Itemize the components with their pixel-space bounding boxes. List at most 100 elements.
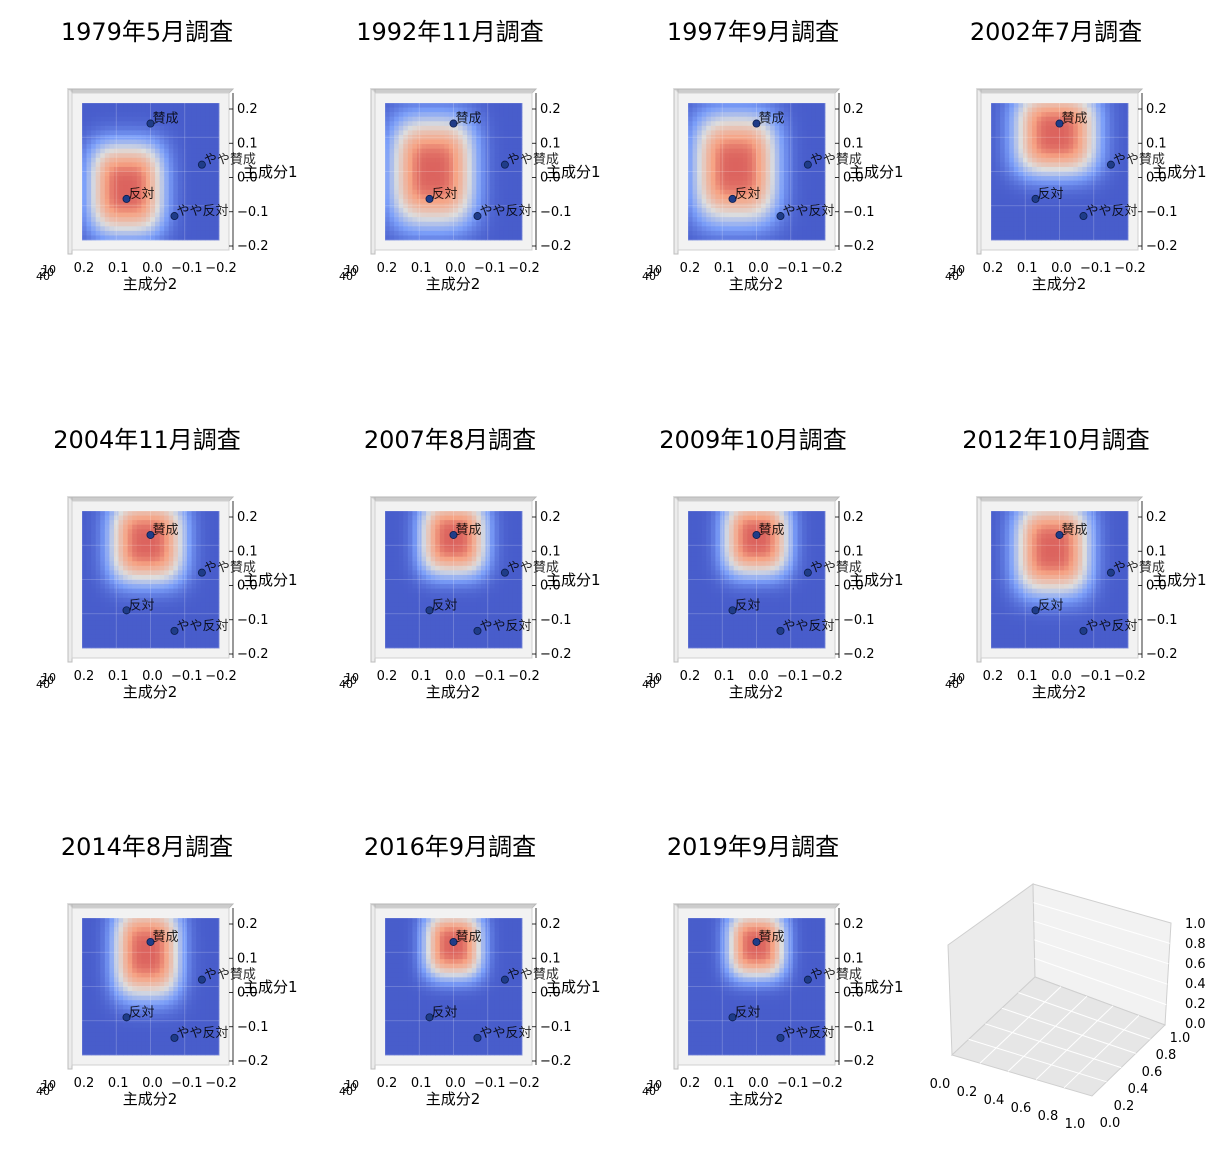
surface-cell [774,139,780,145]
surface-cell [1018,139,1024,145]
surface-cell [173,542,179,548]
surface-cell [136,107,142,113]
surface-cell [214,561,220,567]
surface-cell [1096,162,1101,168]
surface-cell [444,112,450,118]
surface-cell [499,185,505,191]
surface-cell [1068,212,1074,218]
surface-cell [187,121,192,127]
surface-cell [1091,230,1097,236]
surface-cell [1018,185,1024,191]
surface-cell [132,625,138,631]
surface-cell [164,148,170,154]
surface-cell [113,552,119,558]
surface-cell [1009,162,1015,168]
surface-cell [738,166,744,172]
surface-cell [389,230,395,236]
surface-cell [159,134,165,140]
surface-cell [389,198,395,204]
surface-cell [196,116,202,122]
surface-cell [770,134,776,140]
surface-cell [145,107,151,113]
surface-cell [462,121,468,127]
surface-cell [127,212,133,218]
surface-cell [774,125,780,131]
surface-cell [788,180,794,186]
surface-cell [145,185,151,191]
surface-cell [398,606,404,612]
surface-cell [86,574,92,580]
surface-cell [1123,221,1129,227]
surface-cell [453,116,459,122]
surface-cell [127,189,133,195]
surface-cell [512,203,518,209]
surface-cell [205,130,211,136]
surface-cell [173,634,179,640]
surface-cell [1000,221,1006,227]
surface-cell [1118,139,1124,145]
surface-cell [503,139,509,145]
surface-cell [82,103,87,108]
surface-cell [155,611,161,617]
surface-cell [113,212,119,218]
surface-cell [1036,139,1042,145]
surface-cell [733,116,739,122]
y-tick-label: 0.1 [540,136,561,151]
surface-cell [793,134,798,140]
surface-cell [729,112,735,118]
surface-cell [802,230,808,236]
surface-cell [182,166,188,172]
surface-cell [145,212,151,218]
surface-cell [458,103,464,108]
surface-cell [1068,235,1074,241]
surface-cell [407,629,413,635]
surface-cell [471,139,477,145]
surface-cell [462,166,468,172]
surface-cell [412,616,418,621]
surface-cell [132,194,138,200]
surface-cell [168,538,174,544]
surface-cell [738,162,744,168]
surface-cell [159,556,165,562]
surface-cell [118,153,124,159]
surface-cell [1000,103,1006,108]
surface-cell [182,171,188,177]
surface-cell [793,176,798,182]
surface-cell [86,638,92,644]
point-label: 反対 [735,187,761,202]
surface-cell [765,226,771,232]
surface-cell [1018,194,1024,200]
surface-cell [127,511,133,516]
surface-cell [155,634,161,640]
panel-title: 1979年5月調査 [61,18,233,46]
surface-cell [1041,235,1047,241]
surface-cell [389,547,395,553]
surface-cell [480,134,486,140]
surface-cell [779,194,785,200]
surface-cell [1022,226,1028,232]
surface-cell [123,629,129,635]
surface-cell [416,112,422,118]
surface-cell [1000,130,1006,136]
surface-cell [118,112,124,118]
surface-cell [421,520,427,526]
surface-cell [91,112,97,118]
surface-cell [783,112,789,118]
data-point [197,568,206,577]
surface-cell [1114,203,1120,209]
surface-cell [806,194,812,200]
surface-cell [127,185,133,191]
surface-cell [407,638,413,644]
surface-cell [100,538,106,544]
surface-cell [412,611,418,617]
surface-cell [448,217,454,223]
surface-cell [398,107,404,113]
surface-cell [403,116,409,122]
surface-cell [1054,153,1060,159]
surface-cell [706,116,712,122]
surface-cell [1100,121,1106,127]
surface-cell [150,552,156,558]
surface-cell [164,611,170,617]
surface-cell [729,171,735,177]
surface-cell [127,561,133,567]
